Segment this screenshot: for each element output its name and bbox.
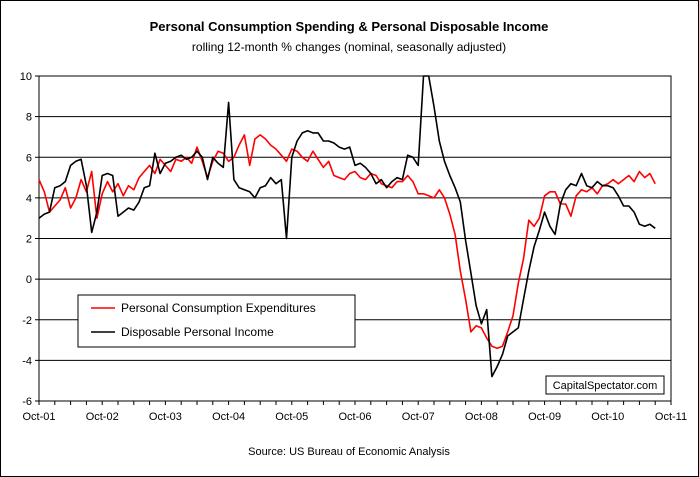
legend: Personal Consumption Expenditures Dispos… — [77, 294, 356, 348]
y-tick-label: -2 — [22, 315, 32, 327]
legend-box — [77, 294, 356, 348]
legend-label-pce: Personal Consumption Expenditures — [121, 301, 316, 315]
legend-label-dpi: Disposable Personal Income — [121, 325, 274, 339]
series-lines — [38, 75, 656, 378]
y-tick-label: -6 — [22, 396, 32, 408]
chart-subtitle: rolling 12-month % changes (nominal, sea… — [192, 40, 506, 54]
x-tick-label: Oct-05 — [275, 411, 308, 423]
watermark-box: CapitalSpectator.com — [545, 375, 665, 395]
x-tick-label: Oct-09 — [528, 411, 561, 423]
watermark-text: CapitalSpectator.com — [553, 380, 658, 392]
source-note: Source: US Bureau of Economic Analysis — [248, 446, 450, 458]
x-tick-label: Oct-01 — [22, 411, 55, 423]
y-tick-label: 8 — [26, 112, 32, 124]
y-tick-label: 4 — [26, 193, 32, 205]
series-line-dpi — [38, 75, 656, 378]
x-tick-label: Oct-07 — [402, 411, 435, 423]
x-tick-label: Oct-04 — [212, 411, 245, 423]
x-tick-label: Oct-02 — [86, 411, 119, 423]
y-tick-label: -4 — [22, 355, 32, 367]
chart-title: Personal Consumption Spending & Personal… — [150, 19, 549, 34]
y-tick-label: 6 — [26, 152, 32, 164]
y-axis-ticks: -6 -4 -2 0 2 4 6 8 10 — [20, 71, 39, 408]
x-tick-label: Oct-08 — [465, 411, 498, 423]
x-tick-label: Oct-06 — [338, 411, 371, 423]
x-tick-label: Oct-11 — [655, 411, 687, 423]
x-tick-label: Oct-03 — [149, 411, 182, 423]
y-tick-label: 10 — [20, 71, 32, 83]
series-line-pce — [38, 134, 656, 349]
x-axis-ticks: Oct-01 Oct-02 Oct-03 Oct-04 Oct-05 Oct-06 Oct-… — [22, 401, 687, 423]
y-tick-label: 0 — [26, 274, 32, 286]
y-tick-label: 2 — [26, 234, 32, 246]
x-tick-label: Oct-10 — [591, 411, 624, 423]
gridlines — [39, 75, 671, 402]
